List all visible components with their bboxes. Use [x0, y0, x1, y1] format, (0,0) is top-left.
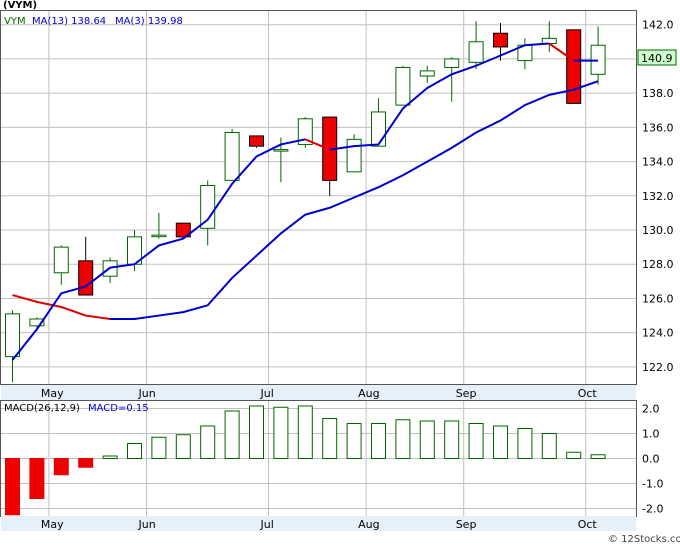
candle-up — [444, 58, 460, 68]
candle-up — [53, 246, 69, 274]
legend-ma3: MA(3) 139.98 — [115, 16, 183, 27]
macd-bar-positive — [127, 443, 142, 459]
macd-bar-positive — [322, 418, 338, 459]
price-tick-label: 136.0 — [642, 121, 674, 134]
macd-bar-positive — [419, 420, 435, 459]
macd-axis-labels: -2.0 -1.0 0.0 1.0 2.0 — [642, 403, 663, 516]
macd-bars — [5, 405, 606, 516]
macd-bar-positive — [566, 451, 582, 459]
price-tick-label: 126.0 — [642, 292, 674, 305]
price-xaxis-strip — [1, 385, 636, 400]
macd-bar-negative — [53, 458, 69, 476]
macd-month-label: Jun — [138, 518, 156, 531]
price-panel-frame — [0, 10, 637, 385]
macd-bar-positive — [273, 406, 289, 459]
ma13-red-tail — [548, 42, 575, 62]
candle-up — [273, 149, 289, 152]
ma13-red-segment — [304, 138, 331, 151]
macd-month-label: May — [41, 518, 64, 531]
macd-tick-label: 0.0 — [642, 453, 660, 466]
price-tick-label: 124.0 — [642, 327, 674, 340]
last-price-tag: 140.9 — [637, 49, 677, 66]
price-axis-labels: 122.0 124.0 126.0 128.0 130.0 132.0 134.0 136.0… — [642, 19, 674, 374]
macd-bar-positive — [444, 420, 460, 459]
price-legend: VYM MA(13) 138.64 MA(3) 139.98 — [4, 16, 183, 27]
candle-up — [371, 111, 386, 147]
candle-down — [249, 135, 264, 147]
candle-up — [29, 318, 45, 327]
macd-bar-positive — [151, 436, 167, 459]
macd-tick-label: -2.0 — [642, 503, 663, 516]
macd-bar-positive — [102, 455, 118, 459]
macd-bar-negative — [29, 458, 45, 499]
price-tick-label: 128.0 — [642, 258, 674, 271]
candle-up — [224, 131, 240, 181]
macd-month-label: Sep — [456, 518, 477, 531]
macd-bar-positive — [346, 423, 362, 459]
candle-down — [175, 222, 191, 238]
candle-up — [395, 66, 411, 106]
ma13-line-first — [11, 138, 306, 361]
ma-lines — [11, 42, 599, 361]
candle-up — [151, 234, 167, 238]
legend-macd-params: MACD(26,12,9) — [4, 403, 80, 414]
macd-month-label: Oct — [578, 518, 598, 531]
candle-up — [200, 185, 216, 229]
macd-tick-label: -1.0 — [642, 478, 663, 491]
candle-up — [541, 37, 557, 45]
macd-bar-positive — [468, 423, 484, 459]
macd-bar-positive — [395, 419, 411, 459]
macd-bar-positive — [590, 454, 606, 459]
ma3-line — [110, 80, 599, 320]
price-month-label: Oct — [578, 387, 598, 400]
macd-bar-negative — [5, 458, 20, 516]
candle-up — [346, 138, 362, 173]
macd-bar-positive — [249, 405, 264, 459]
price-tick-label: 132.0 — [642, 190, 674, 203]
macd-bar-positive — [297, 405, 313, 459]
price-tick-label: 122.0 — [642, 361, 674, 374]
macd-month-labels: May Jun Jul Aug Sep Oct — [41, 518, 598, 531]
price-month-labels: May Jun Jul Aug Sep Oct — [41, 387, 598, 400]
candle-down — [78, 260, 94, 296]
last-price-label: 140.9 — [641, 52, 673, 65]
price-month-label: Jun — [138, 387, 156, 400]
price-month-label: Jul — [260, 387, 274, 400]
macd-bar-positive — [175, 434, 191, 459]
candle-up — [5, 313, 20, 358]
macd-month-label: Jul — [260, 518, 274, 531]
price-month-label: Sep — [456, 387, 477, 400]
candle-down — [493, 32, 508, 48]
candle-up — [297, 118, 313, 145]
watermark: © 12Stocks.com — [608, 534, 680, 545]
candle-up — [468, 41, 484, 63]
legend-vym: VYM — [4, 16, 26, 27]
price-month-label: May — [41, 387, 64, 400]
macd-tick-label: 2.0 — [642, 403, 660, 416]
macd-bar-positive — [517, 428, 533, 459]
price-tick-label: 142.0 — [642, 19, 674, 32]
chart-title: (VYM) — [3, 0, 37, 11]
macd-bar-positive — [371, 423, 386, 459]
macd-bar-positive — [493, 425, 508, 459]
ma13-line-second — [329, 42, 550, 151]
price-tick-label: 134.0 — [642, 156, 674, 169]
price-tick-label: 138.0 — [642, 87, 674, 100]
legend-macd-value: MACD=0.15 — [88, 403, 149, 414]
legend-ma13: MA(13) 138.64 — [32, 16, 106, 27]
macd-bar-positive — [224, 410, 240, 459]
macd-bar-positive — [541, 433, 557, 459]
macd-xaxis-strip — [1, 516, 636, 531]
price-tick-label: 130.0 — [642, 224, 674, 237]
candle-down — [566, 29, 582, 104]
macd-bar-negative — [78, 458, 94, 468]
macd-bar-positive — [200, 425, 216, 459]
price-month-label: Aug — [358, 387, 379, 400]
macd-tick-label: 1.0 — [642, 428, 660, 441]
candle-up — [419, 70, 435, 77]
macd-month-label: Aug — [358, 518, 379, 531]
